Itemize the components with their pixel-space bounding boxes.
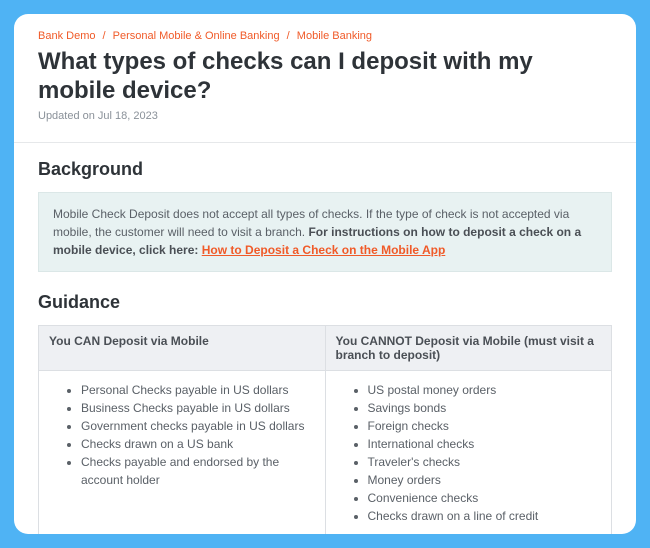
breadcrumb: Bank Demo / Personal Mobile & Online Ban… — [38, 30, 612, 42]
cell-cannot-deposit: US postal money orders Savings bonds For… — [325, 370, 612, 534]
list-item: Government checks payable in US dollars — [81, 417, 311, 435]
list-item: Business Checks payable in US dollars — [81, 399, 311, 417]
breadcrumb-separator: / — [103, 30, 106, 42]
breadcrumb-separator: / — [287, 30, 290, 42]
page-title: What types of checks can I deposit with … — [38, 48, 612, 106]
guidance-heading: Guidance — [38, 292, 612, 313]
can-deposit-list: Personal Checks payable in US dollars Bu… — [53, 381, 311, 489]
list-item: Personal Checks payable in US dollars — [81, 381, 311, 399]
list-item: Checks drawn on a US bank — [81, 435, 311, 453]
list-item: Checks payable and endorsed by the accou… — [81, 453, 311, 489]
list-item: Foreign checks — [368, 417, 598, 435]
guidance-table: You CAN Deposit via Mobile You CANNOT De… — [38, 325, 612, 534]
article-card: Bank Demo / Personal Mobile & Online Ban… — [14, 14, 636, 534]
list-item: International checks — [368, 435, 598, 453]
background-heading: Background — [38, 159, 612, 180]
list-item: Convenience checks — [368, 489, 598, 507]
list-item: Savings bonds — [368, 399, 598, 417]
list-item: Traveler's checks — [368, 453, 598, 471]
cannot-deposit-list: US postal money orders Savings bonds For… — [340, 381, 598, 525]
table-row: Personal Checks payable in US dollars Bu… — [39, 370, 612, 534]
breadcrumb-link-personal-banking[interactable]: Personal Mobile & Online Banking — [113, 30, 280, 42]
breadcrumb-link-bank-demo[interactable]: Bank Demo — [38, 30, 95, 42]
divider — [14, 142, 636, 143]
updated-date: Updated on Jul 18, 2023 — [38, 110, 612, 122]
list-item: Money orders — [368, 471, 598, 489]
cell-can-deposit: Personal Checks payable in US dollars Bu… — [39, 370, 326, 534]
col-header-cannot: You CANNOT Deposit via Mobile (must visi… — [325, 325, 612, 370]
list-item: Checks drawn on a line of credit — [368, 507, 598, 525]
breadcrumb-link-mobile-banking[interactable]: Mobile Banking — [297, 30, 372, 42]
col-header-can: You CAN Deposit via Mobile — [39, 325, 326, 370]
table-header-row: You CAN Deposit via Mobile You CANNOT De… — [39, 325, 612, 370]
background-callout: Mobile Check Deposit does not accept all… — [38, 192, 612, 272]
list-item: US postal money orders — [368, 381, 598, 399]
callout-link[interactable]: How to Deposit a Check on the Mobile App — [202, 243, 446, 257]
